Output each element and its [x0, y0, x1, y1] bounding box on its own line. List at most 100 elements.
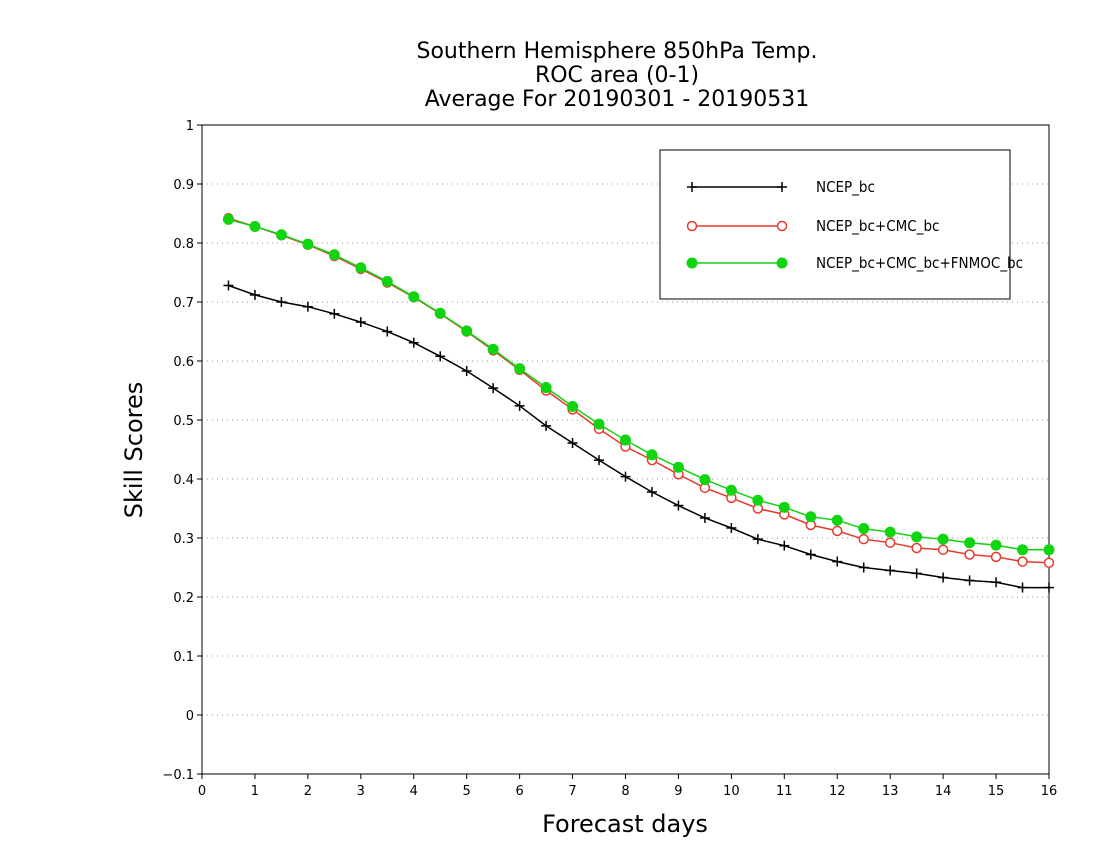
- filled-circle-marker: [752, 494, 764, 506]
- plus-marker: [752, 534, 763, 545]
- legend-label: NCEP_bc+CMC_bc+FNMOC_bc: [816, 254, 1023, 273]
- legend-label: NCEP_bc: [816, 178, 875, 197]
- x-tick-label: 16: [1041, 784, 1058, 799]
- plus-marker: [858, 562, 869, 573]
- open-circle-marker: [686, 220, 698, 232]
- filled-circle-marker: [858, 523, 870, 535]
- open-circle-marker: [964, 549, 975, 560]
- plus-marker: [964, 575, 975, 586]
- filled-circle-marker: [805, 511, 817, 523]
- filled-circle-marker: [990, 539, 1002, 551]
- title-line-3: Average For 20190301 - 20190531: [425, 87, 810, 112]
- x-tick-label: 10: [723, 784, 740, 799]
- x-tick-label: 3: [357, 784, 365, 799]
- plus-marker: [885, 565, 896, 576]
- y-tick-label: 0.4: [173, 473, 194, 488]
- filled-circle-marker: [686, 257, 698, 269]
- plus-marker: [408, 337, 419, 348]
- y-tick-label: 0.9: [173, 178, 194, 193]
- filled-circle-marker: [964, 537, 976, 549]
- open-circle-marker: [911, 542, 922, 554]
- plus-marker: [805, 549, 816, 560]
- plus-marker: [302, 301, 313, 312]
- y-tick-label: 0.7: [173, 296, 194, 311]
- plus-marker: [223, 280, 234, 291]
- plus-marker: [567, 438, 578, 449]
- open-circle-marker: [884, 537, 896, 548]
- filled-circle-marker: [911, 531, 923, 543]
- plus-marker: [911, 568, 922, 579]
- plus-marker: [673, 500, 684, 511]
- plus-marker: [938, 572, 949, 583]
- x-axis-label: Forecast days: [542, 810, 708, 838]
- open-circle-marker: [990, 551, 1002, 563]
- plus-marker: [249, 289, 260, 300]
- legend: NCEP_bc NCEP_bc+CMC_bc NCEP_bc+CMC_bc+FNMO…: [659, 149, 1023, 300]
- plus-marker: [699, 512, 710, 523]
- filled-circle-marker: [672, 461, 684, 473]
- plus-marker: [594, 455, 605, 466]
- filled-circle-marker: [381, 275, 393, 287]
- filled-circle-marker: [646, 449, 658, 461]
- plus-marker: [687, 182, 697, 192]
- filled-circle-marker: [620, 434, 631, 446]
- plus-marker: [461, 366, 472, 377]
- x-tick-label: 7: [568, 784, 576, 799]
- x-tick-label: 14: [935, 784, 952, 799]
- x-tick-label: 6: [515, 784, 523, 799]
- filled-circle-marker: [937, 533, 949, 545]
- open-circle-marker: [937, 544, 949, 556]
- filled-circle-marker: [328, 249, 340, 261]
- open-circle-marker: [1043, 557, 1055, 569]
- filled-circle-marker: [831, 514, 843, 526]
- filled-circle-marker: [778, 501, 790, 513]
- plus-marker: [355, 317, 366, 328]
- open-circle-marker: [776, 220, 788, 232]
- plus-marker: [1044, 582, 1054, 593]
- filled-circle-marker: [540, 382, 552, 394]
- plus-marker: [777, 182, 787, 192]
- y-tick-label: 0.6: [173, 355, 194, 370]
- y-tick-label: 1: [186, 119, 194, 134]
- filled-circle-marker: [699, 474, 711, 486]
- y-tick-label: 0: [186, 709, 194, 724]
- x-tick-label: 5: [463, 784, 471, 799]
- plus-marker: [1017, 582, 1028, 593]
- filled-circle-marker: [302, 238, 314, 250]
- plus-marker: [329, 308, 340, 319]
- open-circle-marker: [1017, 556, 1028, 567]
- plus-marker: [382, 326, 393, 337]
- y-tick-label: 0.5: [173, 414, 194, 429]
- legend-box: [659, 149, 1011, 300]
- plus-marker: [779, 540, 790, 551]
- x-tick-label: 8: [621, 784, 629, 799]
- title-line-1: Southern Hemisphere 850hPa Temp.: [417, 39, 818, 64]
- filled-circle-marker: [249, 220, 261, 232]
- legend-label: NCEP_bc+CMC_bc: [816, 217, 939, 236]
- y-tick-label: 0.2: [173, 591, 194, 606]
- plus-marker: [726, 522, 737, 533]
- filled-circle-marker: [461, 325, 473, 337]
- filled-circle-marker: [514, 363, 526, 375]
- open-circle-marker: [858, 533, 869, 545]
- filled-circle-marker: [1043, 544, 1055, 556]
- filled-circle-marker: [355, 262, 367, 274]
- y-tick-label: −0.1: [162, 768, 194, 783]
- filled-circle-marker: [487, 343, 499, 355]
- plus-marker: [435, 351, 446, 362]
- series-line: [228, 284, 1049, 589]
- filled-circle-marker: [408, 291, 420, 303]
- filled-circle-marker: [275, 229, 287, 241]
- x-tick-label: 12: [829, 784, 846, 799]
- plus-marker: [514, 400, 525, 411]
- plus-marker: [276, 297, 287, 307]
- x-tick-label: 0: [198, 784, 206, 799]
- series-1: [223, 280, 1054, 593]
- plus-marker: [646, 486, 657, 497]
- plus-marker: [488, 383, 499, 394]
- legend-entry-2: NCEP_bc+CMC_bc: [686, 217, 939, 236]
- filled-circle-marker: [434, 307, 446, 319]
- series-layer: [222, 212, 1055, 593]
- y-tick-label: 0.1: [173, 650, 194, 665]
